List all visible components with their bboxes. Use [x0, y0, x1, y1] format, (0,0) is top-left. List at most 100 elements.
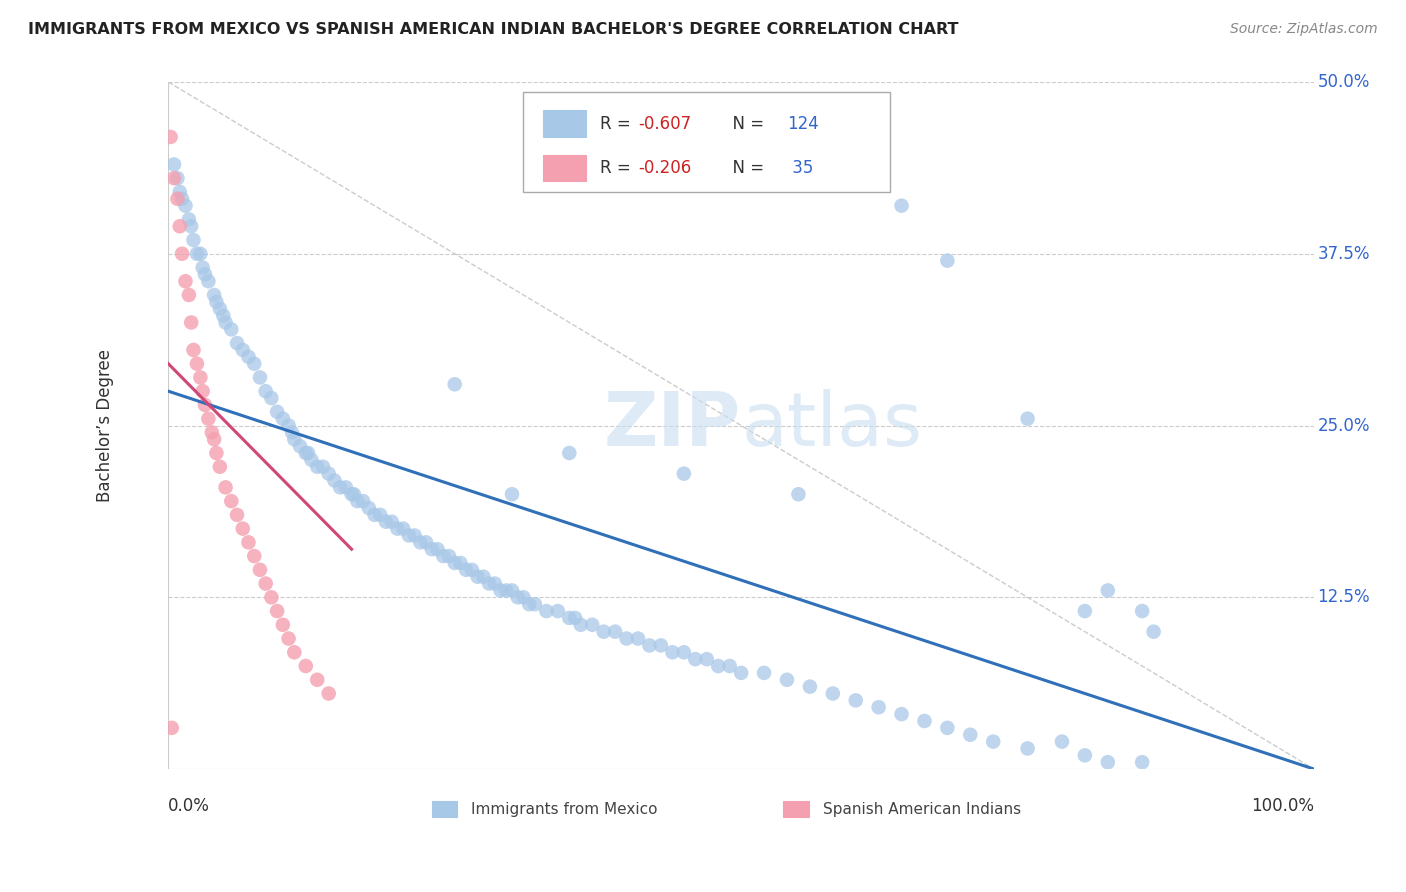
- Point: [243, 549, 266, 563]
- Text: -0.206: -0.206: [638, 159, 692, 178]
- Point: [1074, 748, 1097, 763]
- Point: [271, 411, 294, 425]
- Point: [307, 673, 329, 687]
- Text: R =: R =: [600, 114, 637, 133]
- Point: [650, 639, 672, 653]
- Point: [845, 693, 868, 707]
- Point: [357, 500, 380, 515]
- Point: [696, 652, 718, 666]
- Text: 50.0%: 50.0%: [1317, 73, 1369, 91]
- Point: [186, 357, 208, 371]
- Point: [201, 425, 224, 440]
- Point: [387, 522, 409, 536]
- Point: [404, 528, 426, 542]
- Point: [260, 591, 283, 605]
- Point: [180, 316, 202, 330]
- Point: [346, 494, 368, 508]
- Point: [718, 659, 741, 673]
- Point: [420, 542, 443, 557]
- Point: [238, 350, 260, 364]
- Text: 0.0%: 0.0%: [169, 797, 209, 814]
- Point: [409, 535, 432, 549]
- Text: ZIP: ZIP: [605, 389, 741, 462]
- Point: [398, 528, 420, 542]
- Point: [214, 480, 236, 494]
- Point: [294, 659, 316, 673]
- Point: [981, 734, 1004, 748]
- Point: [208, 459, 231, 474]
- Point: [202, 288, 225, 302]
- Point: [581, 617, 603, 632]
- Point: [191, 384, 214, 399]
- Point: [183, 233, 205, 247]
- Point: [1130, 604, 1153, 618]
- Point: [914, 714, 936, 728]
- Point: [318, 686, 340, 700]
- Point: [456, 563, 478, 577]
- Point: [547, 604, 569, 618]
- Point: [343, 487, 366, 501]
- Point: [672, 467, 695, 481]
- Point: [170, 246, 193, 260]
- Point: [174, 199, 197, 213]
- Point: [752, 665, 775, 680]
- Point: [163, 171, 186, 186]
- Point: [730, 665, 752, 680]
- Point: [212, 309, 235, 323]
- Text: R =: R =: [600, 159, 637, 178]
- Point: [186, 246, 208, 260]
- Text: IMMIGRANTS FROM MEXICO VS SPANISH AMERICAN INDIAN BACHELOR'S DEGREE CORRELATION : IMMIGRANTS FROM MEXICO VS SPANISH AMERIC…: [28, 22, 959, 37]
- Point: [776, 673, 799, 687]
- Point: [221, 494, 243, 508]
- Point: [283, 645, 305, 659]
- Point: [501, 583, 523, 598]
- Point: [277, 418, 299, 433]
- Point: [214, 316, 236, 330]
- Point: [169, 219, 191, 234]
- Point: [271, 617, 294, 632]
- Text: atlas: atlas: [741, 389, 922, 462]
- Point: [226, 336, 249, 351]
- Point: [638, 639, 661, 653]
- Text: Spanish American Indians: Spanish American Indians: [823, 802, 1021, 817]
- Point: [523, 597, 546, 611]
- Point: [672, 645, 695, 659]
- Point: [1097, 583, 1119, 598]
- Point: [1074, 604, 1097, 618]
- Point: [461, 563, 484, 577]
- Point: [484, 576, 506, 591]
- Point: [294, 446, 316, 460]
- Text: Immigrants from Mexico: Immigrants from Mexico: [471, 802, 658, 817]
- Point: [890, 707, 912, 722]
- Point: [592, 624, 614, 639]
- Point: [191, 260, 214, 275]
- Point: [249, 563, 271, 577]
- Point: [787, 487, 810, 501]
- Point: [312, 459, 335, 474]
- Point: [249, 370, 271, 384]
- Point: [707, 659, 730, 673]
- Point: [936, 253, 959, 268]
- Text: 100.0%: 100.0%: [1251, 797, 1315, 814]
- Point: [506, 591, 529, 605]
- Point: [1017, 741, 1039, 756]
- Point: [335, 480, 357, 494]
- Text: N =: N =: [721, 114, 769, 133]
- Point: [329, 480, 352, 494]
- Point: [569, 617, 592, 632]
- Point: [1017, 411, 1039, 425]
- Point: [821, 686, 844, 700]
- Point: [202, 432, 225, 446]
- Point: [159, 130, 181, 145]
- Point: [558, 611, 581, 625]
- Point: [661, 645, 683, 659]
- Point: [266, 604, 288, 618]
- Point: [205, 446, 228, 460]
- Text: N =: N =: [721, 159, 769, 178]
- Point: [208, 301, 231, 316]
- Point: [616, 632, 638, 646]
- Point: [501, 487, 523, 501]
- Point: [194, 268, 217, 282]
- Point: [512, 591, 534, 605]
- Text: 124: 124: [787, 114, 818, 133]
